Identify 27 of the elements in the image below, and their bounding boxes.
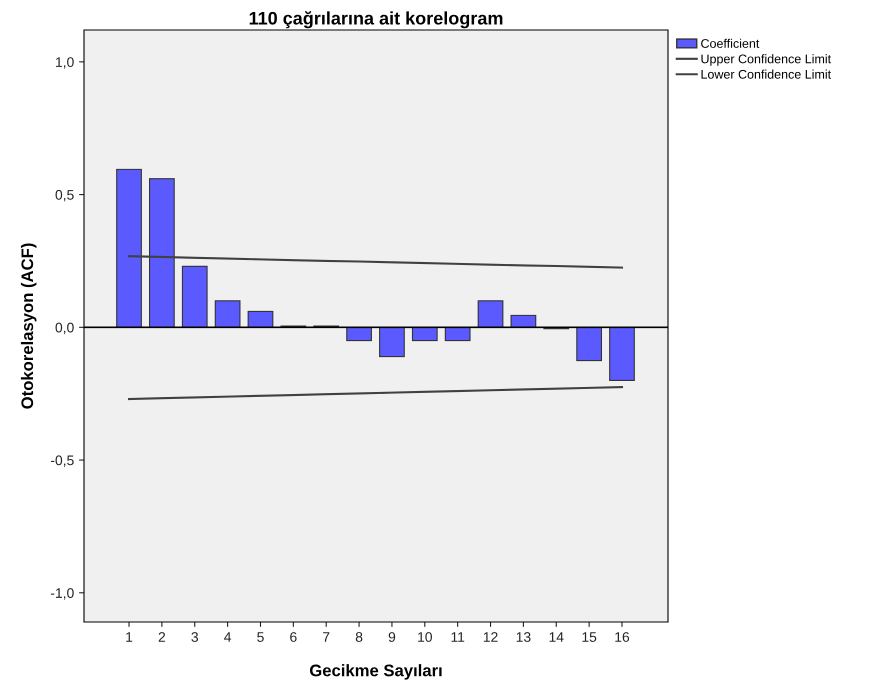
y-tick-label: 0,5 [56, 190, 74, 202]
y-axis-title: Otokorelasyon (ACF) [20, 243, 36, 409]
x-tick-label: 10 [418, 632, 432, 642]
x-tick-label: 15 [582, 632, 596, 642]
x-tick-label: 14 [550, 632, 564, 642]
legend-label: Upper Confidence Limit [701, 54, 832, 66]
x-tick-label: 12 [484, 632, 498, 642]
y-tick-label: -1,0 [50, 588, 74, 600]
x-axis-title: Gecikme Sayıları [310, 664, 442, 680]
x-tick-label: 7 [323, 632, 330, 642]
y-tick-label: 0,0 [56, 322, 74, 334]
x-tick-label: 4 [224, 632, 232, 642]
x-tick-label: 2 [158, 632, 166, 642]
legend-label: Lower Confidence Limit [702, 70, 832, 79]
x-tick-label: 16 [615, 632, 630, 642]
chart-title: 110 çağrılarına ait korelogram [250, 11, 502, 28]
x-tick-label: 1 [126, 632, 132, 642]
x-tick-label: 13 [516, 632, 531, 642]
y-tick-label: 1,0 [56, 57, 74, 69]
y-tick-label: -0,5 [50, 455, 74, 467]
legend-label: Coefficient [701, 38, 760, 48]
x-tick-label: 3 [191, 632, 198, 642]
x-tick-label: 9 [388, 632, 396, 642]
x-tick-label: 6 [290, 632, 297, 642]
x-tick-label: 5 [257, 632, 264, 642]
x-tick-label: 8 [356, 632, 362, 642]
x-tick-label: 11 [452, 632, 464, 642]
